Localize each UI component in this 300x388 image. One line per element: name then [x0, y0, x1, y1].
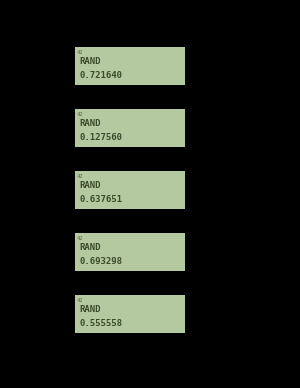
Text: 42: 42	[77, 112, 83, 117]
Text: RAND: RAND	[79, 57, 100, 66]
Text: 0.555558: 0.555558	[79, 319, 122, 328]
Text: 42: 42	[77, 298, 83, 303]
Text: 0.721640: 0.721640	[79, 71, 122, 80]
Text: 42: 42	[77, 50, 83, 55]
Bar	[75, 233, 185, 271]
Text: 0.693298: 0.693298	[79, 257, 122, 266]
Text: 0.637651: 0.637651	[79, 195, 122, 204]
Bar	[75, 109, 185, 147]
Text: 0.127560: 0.127560	[79, 133, 122, 142]
Bar	[75, 171, 185, 209]
Text: RAND: RAND	[79, 243, 100, 252]
Bar	[75, 47, 185, 85]
Text: 42: 42	[77, 174, 83, 179]
Bar	[75, 295, 185, 333]
Text: RAND: RAND	[79, 119, 100, 128]
Text: 42: 42	[77, 236, 83, 241]
Text: RAND: RAND	[79, 181, 100, 190]
Text: RAND: RAND	[79, 305, 100, 314]
